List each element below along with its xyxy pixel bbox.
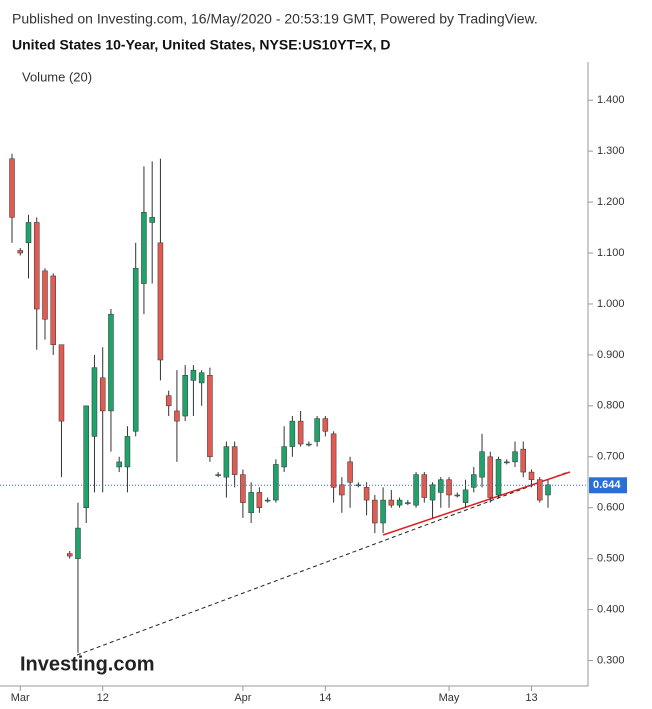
candle-body — [446, 479, 452, 496]
candle-body — [438, 479, 444, 493]
y-tick-label: 0.300 — [597, 654, 625, 666]
x-tick-label: 14 — [319, 692, 331, 704]
y-tick-label: 0.800 — [597, 400, 625, 412]
candle-body — [116, 461, 122, 468]
y-tick-label: 1.000 — [597, 298, 625, 310]
candle-body — [75, 527, 81, 559]
candle-body — [347, 461, 353, 483]
candle-body — [388, 499, 395, 506]
candle-body — [421, 474, 428, 498]
candle-body — [289, 420, 296, 447]
candle-body — [537, 479, 543, 501]
last-price-label: 0.644 — [593, 479, 621, 491]
candle-body — [223, 446, 230, 478]
indicator-label: Volume (20) — [22, 69, 92, 84]
candle-body — [141, 212, 147, 284]
candle-body — [306, 443, 312, 446]
candle-body — [182, 375, 188, 417]
candle-body — [207, 375, 213, 458]
candle-body — [528, 471, 535, 480]
candle-body — [83, 405, 89, 508]
candle-body — [264, 499, 271, 502]
candle-body — [149, 217, 155, 223]
candle-body — [231, 446, 238, 475]
candle-body — [479, 451, 485, 478]
y-tick-label: 0.400 — [597, 603, 625, 615]
candle-body — [405, 502, 411, 504]
x-tick-label: Apr — [234, 692, 251, 704]
candle-body — [339, 484, 345, 496]
candle-body — [314, 418, 320, 442]
candle-body — [50, 275, 56, 345]
candle-body — [363, 487, 370, 501]
candle-body — [330, 433, 337, 488]
candle-body — [322, 418, 329, 432]
y-tick-label: 0.500 — [597, 553, 625, 565]
candle-body — [462, 489, 469, 503]
candle-body — [108, 313, 114, 412]
candle-body — [66, 553, 73, 557]
candle-body — [504, 461, 510, 464]
candle-body — [174, 410, 180, 422]
candle-body — [124, 436, 131, 468]
x-tick-label: May — [439, 692, 460, 704]
candle-body — [372, 499, 378, 524]
y-tick-label: 1.400 — [597, 94, 625, 106]
x-tick-label: 12 — [97, 692, 109, 704]
candle-body — [91, 367, 98, 437]
x-tick-label: 13 — [525, 692, 537, 704]
candle-body — [165, 395, 172, 407]
y-tick-label: 1.200 — [597, 196, 625, 208]
y-tick-label: 0.700 — [597, 451, 625, 463]
y-tick-label: 1.300 — [597, 145, 625, 157]
candle-body — [512, 451, 518, 463]
candle-body — [297, 420, 304, 445]
candle-body — [9, 158, 15, 218]
last-price-box — [589, 477, 627, 494]
candle-body — [240, 474, 246, 503]
candle-body — [99, 377, 106, 412]
watermark: Investing.com — [20, 653, 154, 675]
candle-body — [157, 242, 164, 361]
trendline-dashed — [76, 471, 569, 656]
candle-body — [487, 456, 494, 498]
candle-body — [132, 268, 139, 432]
candle-body — [413, 474, 419, 506]
chart-title: United States 10-Year, United States, NY… — [12, 37, 391, 53]
candle-body — [58, 344, 65, 422]
candle-body — [42, 270, 48, 320]
candle-body — [33, 222, 40, 310]
candle-body — [429, 484, 436, 501]
candle-body — [454, 494, 461, 497]
candle-body — [198, 372, 205, 384]
candle-body — [545, 484, 551, 496]
candle-body — [25, 222, 32, 244]
candle-body — [273, 464, 279, 501]
candle-body — [471, 474, 477, 488]
candle-body — [17, 250, 23, 254]
candle-body — [495, 459, 502, 496]
y-tick-label: 0.600 — [597, 502, 625, 514]
candle-body — [215, 474, 221, 476]
candle-body — [380, 499, 386, 524]
candle-body — [396, 499, 403, 506]
candle-body — [256, 492, 263, 508]
y-tick-label: 1.100 — [597, 247, 625, 259]
candle-body — [281, 446, 287, 468]
header: Published on Investing.com, 16/May/2020 … — [12, 11, 538, 27]
x-tick-label: Mar — [11, 692, 30, 704]
candle-body — [190, 369, 197, 381]
candle-body — [248, 492, 254, 514]
candle-body — [520, 448, 527, 473]
y-tick-label: 0.900 — [597, 349, 625, 361]
